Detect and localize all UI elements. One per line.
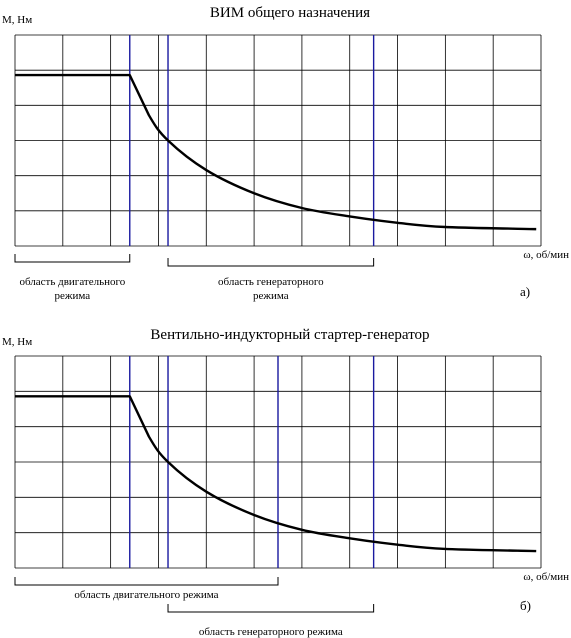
region-bracket-a-0 <box>14 254 131 263</box>
region-bracket-b-1 <box>167 604 375 613</box>
y-axis-label-b: M, Нм <box>2 336 32 348</box>
y-axis-label-a: M, Нм <box>2 14 32 26</box>
torque-curve-b <box>15 395 537 553</box>
region-label-a-0-1: режима <box>55 290 91 302</box>
region-label-a-1-1: режима <box>253 290 289 302</box>
x-axis-label-a: ω, об/мин <box>523 249 569 261</box>
region-label-a-1-0: область генераторного <box>218 276 324 288</box>
region-bracket-b-0 <box>14 577 279 586</box>
panel-label-a: а) <box>520 284 530 299</box>
x-axis-label-b: ω, об/мин <box>523 571 569 583</box>
chart-title-a: ВИМ общего назначения <box>210 5 370 21</box>
region-bracket-a-1 <box>167 258 375 267</box>
chart-title-b: Вентильно-индукторный стартер-генератор <box>150 327 429 343</box>
region-label-a-0-0: область двигательного <box>19 276 125 288</box>
torque-curve-a <box>15 73 537 231</box>
panel-label-b: б) <box>520 598 531 613</box>
region-label-b-1-0: область генераторного режима <box>199 626 343 638</box>
region-label-b-0-0: область двигательного режима <box>74 589 218 601</box>
